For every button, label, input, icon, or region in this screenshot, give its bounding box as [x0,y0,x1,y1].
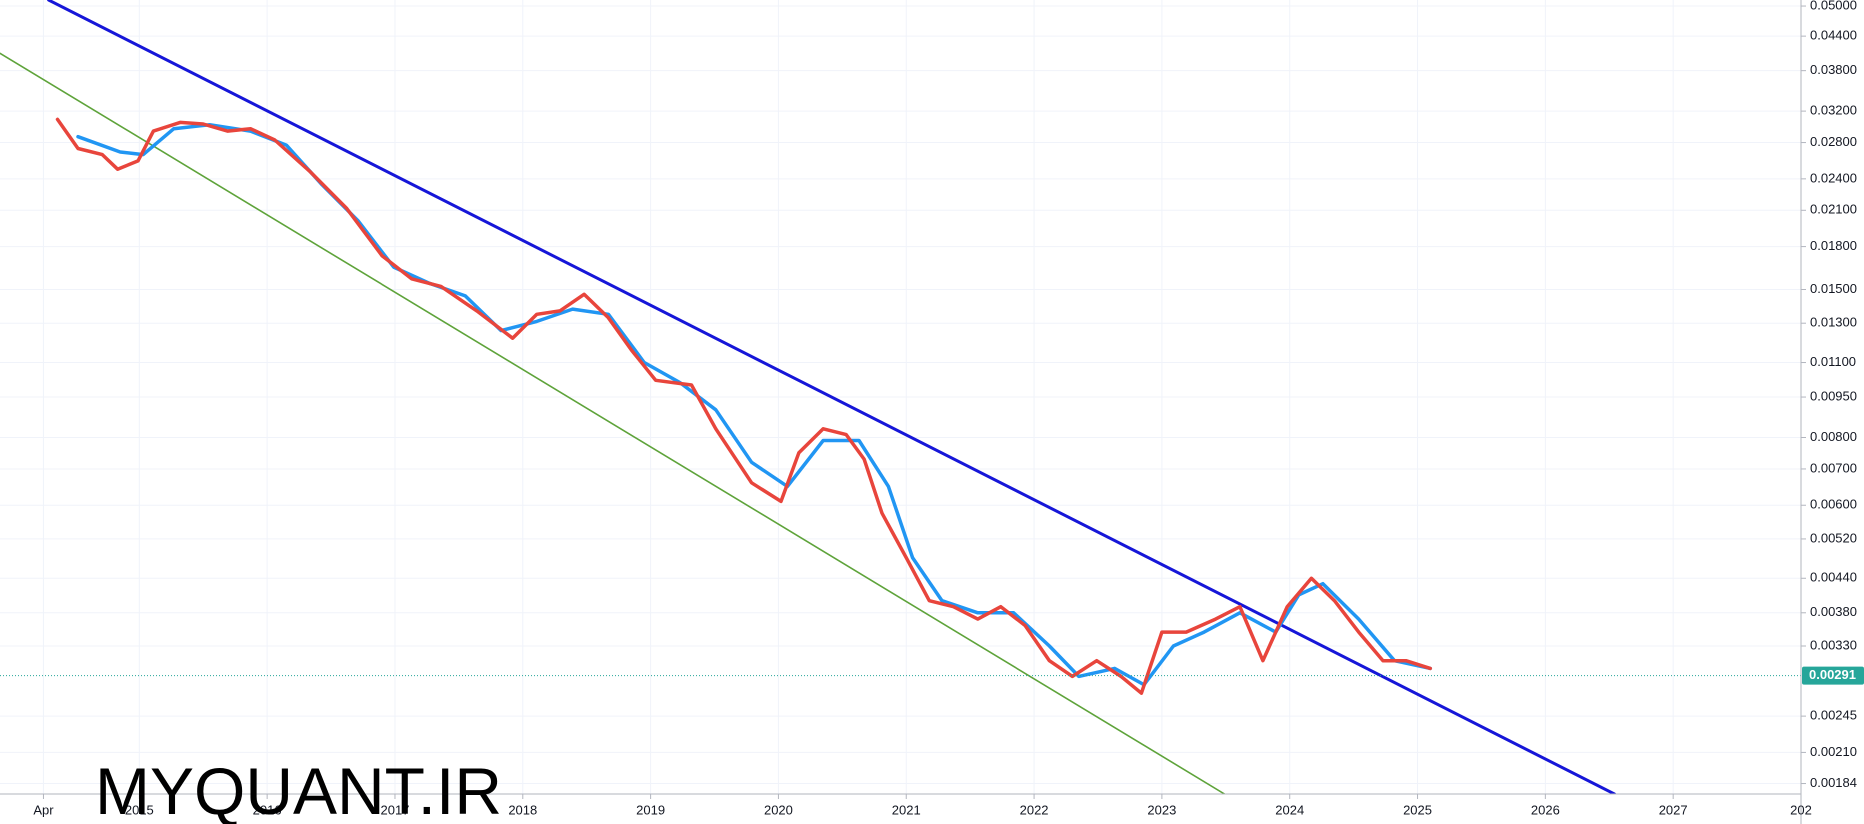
moving-average-line [55,117,1433,695]
x-tick-label: 2025 [1403,802,1432,817]
x-tick-label: 2027 [1659,802,1688,817]
watermark: MYQUANT.IR [95,754,502,824]
y-tick-label: 0.00380 [1810,604,1857,619]
y-tick-label: 0.03800 [1810,62,1857,77]
x-tick-label: 2022 [1020,802,1049,817]
x-tick-label: 2015 [125,802,154,817]
grid [0,0,1802,794]
y-tick-label: 0.05000 [1810,0,1857,12]
x-tick-label: 2017 [381,802,410,817]
trend-line [47,0,1616,794]
y-tick-label: 0.01100 [1810,354,1856,369]
y-tick-label: 0.00330 [1810,637,1857,652]
y-tick-label: 0.01500 [1810,281,1857,296]
x-tick-label: 2019 [636,802,665,817]
last-price-box [1802,666,1864,685]
x-tick-label: 2016 [253,802,282,817]
trend-line [0,52,1226,794]
y-tick-label: 0.04400 [1810,28,1857,43]
x-tick-label: 2018 [508,802,537,817]
y-tick-label: 0.00210 [1810,744,1857,759]
y-tick-label: 0.00520 [1810,530,1857,545]
y-tick-label: 0.00440 [1810,570,1857,585]
x-tick-label: 2023 [1147,802,1176,817]
x-tick-label: 2026 [1531,802,1560,817]
y-tick-label: 0.02800 [1810,134,1857,149]
y-tick-label: 0.00245 [1810,708,1857,723]
y-tick-label: 0.01300 [1810,315,1857,330]
x-tick-label: 202 [1790,802,1812,817]
y-tick-label: 0.02100 [1810,202,1857,217]
plot-area [0,0,1801,794]
y-tick-label: 0.00800 [1810,429,1857,444]
x-tick-label: 2020 [764,802,793,817]
y-tick-label: 0.00700 [1810,460,1857,475]
x-tick-label: 2024 [1275,802,1304,817]
y-tick-label: 0.00184 [1810,775,1857,790]
y-tick-label: 0.00950 [1810,388,1857,403]
x-tick-label: Apr [33,802,54,817]
y-tick-label: 0.00600 [1810,497,1857,512]
y-tick-label: 0.01800 [1810,238,1857,253]
y-tick-label: 0.02400 [1810,170,1857,185]
y-tick-label: 0.03200 [1810,103,1857,118]
last-price-label: 0.00291 [1809,667,1856,682]
x-tick-label: 2021 [892,802,921,817]
moving-average-line [76,122,1433,687]
